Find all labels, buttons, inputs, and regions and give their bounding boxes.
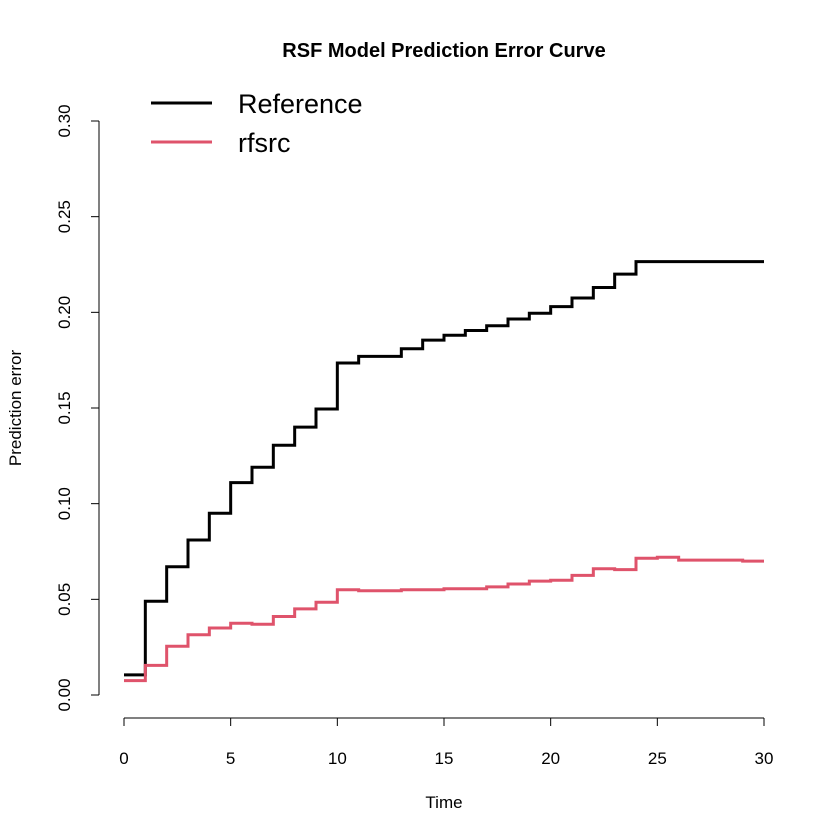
series-line-rfsrc	[124, 555, 764, 683]
x-tick-label: 25	[648, 749, 667, 768]
y-tick-label: 0.30	[55, 104, 74, 137]
y-tick-label: 0.10	[55, 487, 74, 520]
y-tick-label: 0.20	[55, 296, 74, 329]
x-axis-label: Time	[425, 793, 462, 812]
x-axis: 0 5 10 15 20 25 30	[119, 717, 774, 768]
x-tick-label: 0	[119, 749, 128, 768]
series-line-reference	[124, 260, 764, 677]
y-tick-label: 0.25	[55, 200, 74, 233]
y-tick-label: 0.15	[55, 391, 74, 424]
legend-label-rfsrc: rfsrc	[238, 128, 290, 158]
y-axis-label: Prediction error	[6, 350, 25, 467]
x-tick-label: 15	[435, 749, 454, 768]
series-layer	[124, 260, 764, 683]
y-tick-label: 0.00	[55, 678, 74, 711]
x-tick-label: 20	[541, 749, 560, 768]
legend: Reference rfsrc	[151, 89, 363, 158]
x-tick-label: 30	[755, 749, 774, 768]
legend-label-reference: Reference	[238, 89, 363, 119]
chart-title: RSF Model Prediction Error Curve	[282, 40, 605, 62]
x-tick-label: 10	[328, 749, 347, 768]
y-tick-label: 0.05	[55, 583, 74, 616]
y-axis: 0.00 0.05 0.10 0.15 0.20 0.25 0.30	[55, 104, 100, 712]
x-tick-label: 5	[226, 749, 235, 768]
